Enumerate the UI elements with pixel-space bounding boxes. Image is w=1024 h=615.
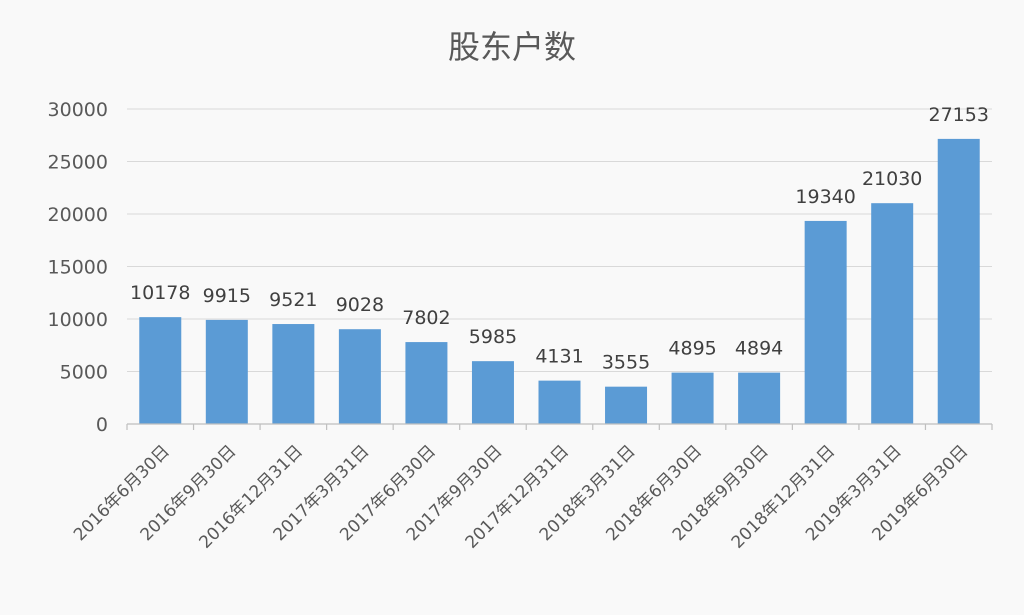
x-axis-ticks: 2016年6月30日2016年9月30日2016年12月31日2017年3月31…	[70, 424, 993, 553]
y-tick-label: 0	[96, 414, 108, 436]
bar	[671, 372, 714, 424]
data-label: 4131	[535, 346, 583, 368]
gridlines	[127, 108, 992, 372]
y-tick-label: 5000	[60, 362, 108, 384]
bar	[338, 329, 381, 424]
bar	[405, 342, 448, 424]
y-tick-label: 20000	[48, 204, 108, 226]
bar	[139, 317, 182, 424]
data-label: 9521	[269, 289, 317, 311]
bar	[205, 319, 248, 424]
bar	[937, 138, 980, 424]
data-labels: 10178 9915 9521 9028 7802 5985 4131 3555 4895 489…	[130, 104, 989, 374]
data-label: 27153	[929, 104, 989, 126]
y-tick-label: 25000	[48, 152, 108, 174]
bar	[471, 361, 514, 424]
bar	[738, 372, 781, 424]
bar	[605, 386, 648, 424]
y-tick-label: 30000	[48, 99, 108, 121]
bar	[538, 380, 581, 424]
y-tick-label: 15000	[48, 257, 108, 279]
data-label: 21030	[862, 168, 922, 190]
data-label: 4894	[735, 338, 783, 360]
y-axis-ticks: 0 5000 10000 15000 20000 25000 30000	[48, 99, 108, 436]
bar	[871, 203, 914, 424]
data-label: 19340	[795, 186, 855, 208]
data-label: 9915	[203, 285, 251, 307]
data-label: 10178	[130, 282, 190, 304]
bars	[139, 138, 980, 424]
data-label: 5985	[469, 326, 517, 348]
data-label: 9028	[336, 294, 384, 316]
bar	[272, 324, 315, 424]
y-tick-label: 10000	[48, 309, 108, 331]
data-label: 3555	[602, 352, 650, 374]
data-label: 7802	[402, 307, 450, 329]
bar	[804, 220, 847, 424]
data-label: 4895	[668, 338, 716, 360]
chart-title: 股东户数	[448, 28, 576, 66]
